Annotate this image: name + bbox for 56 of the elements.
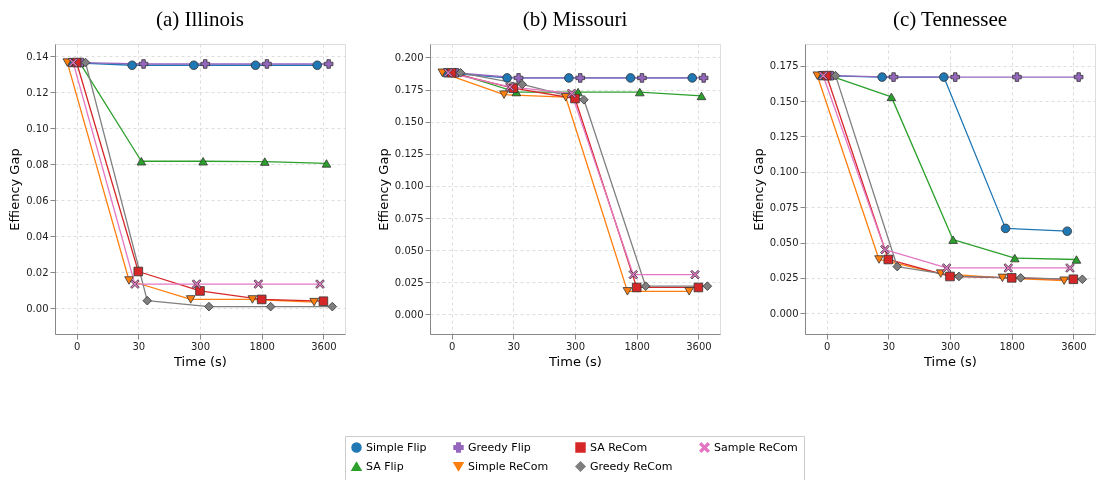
y-axis-title: Effiency Gap (7, 148, 23, 231)
legend-label: Simple Flip (366, 440, 427, 454)
x-tick-label: 0 (448, 340, 456, 352)
x-tick-label: 300 (190, 340, 211, 352)
chart-title: (c) Tennessee (892, 7, 1008, 31)
x-tick-label: 30 (507, 340, 521, 352)
y-tick-label: 0.04 (26, 230, 49, 242)
y-tick-label: 0.025 (769, 272, 799, 284)
y-tick-label: 0.000 (394, 308, 424, 320)
y-tick-label: 0.100 (769, 166, 799, 178)
y-tick-label: 0.025 (394, 276, 424, 288)
y-tick-label: 0.075 (769, 201, 799, 213)
y-tick-label: 0.050 (394, 244, 424, 256)
x-tick-label: 1800 (249, 340, 275, 352)
y-tick-label: 0.14 (26, 50, 49, 62)
y-tick-label: 0.100 (394, 180, 424, 192)
x-tick-label: 0 (823, 340, 831, 352)
y-tick-label: 0.08 (26, 158, 49, 170)
y-tick-label: 0.150 (769, 95, 799, 107)
x-tick-label: 3600 (686, 340, 712, 352)
y-tick-label: 0.10 (26, 122, 49, 134)
y-tick-label: 0.12 (26, 86, 49, 98)
legend-label: Greedy Flip (468, 440, 531, 454)
y-tick-label: 0.200 (394, 51, 424, 63)
x-tick-label: 30 (882, 340, 896, 352)
x-tick-label: 1800 (999, 340, 1025, 352)
y-tick-label: 0.125 (394, 148, 424, 160)
x-tick-label: 3600 (311, 340, 337, 352)
legend-label: SA ReCom (590, 440, 648, 454)
x-tick-label: 1800 (624, 340, 650, 352)
x-tick-label: 0 (73, 340, 81, 352)
legend-label: Greedy ReCom (590, 459, 673, 473)
y-tick-label: 0.02 (26, 266, 49, 278)
y-tick-label: 0.06 (26, 194, 49, 206)
y-tick-label: 0.150 (394, 116, 424, 128)
y-tick-label: 0.175 (769, 60, 799, 72)
legend-label: Sample ReCom (714, 440, 798, 454)
x-tick-label: 300 (565, 340, 586, 352)
y-tick-label: 0.050 (769, 237, 799, 249)
x-axis-title: Time (s) (173, 353, 227, 369)
y-tick-label: 0.125 (769, 130, 799, 142)
x-axis-title: Time (s) (548, 353, 602, 369)
y-axis-title: Effiency Gap (375, 148, 391, 231)
chart-title: (a) Illinois (155, 7, 245, 31)
x-tick-label: 300 (940, 340, 961, 352)
x-tick-label: 30 (132, 340, 146, 352)
legend-label: Simple ReCom (468, 459, 549, 473)
legend-label: SA Flip (366, 459, 404, 473)
y-tick-label: 0.175 (394, 84, 424, 96)
x-tick-label: 3600 (1061, 340, 1087, 352)
x-axis-title: Time (s) (923, 353, 977, 369)
y-tick-label: 0.00 (26, 302, 49, 314)
y-tick-label: 0.000 (769, 307, 799, 319)
y-axis-title: Effiency Gap (750, 148, 766, 231)
chart-title: (b) Missouri (522, 7, 628, 31)
y-tick-label: 0.075 (394, 212, 424, 224)
